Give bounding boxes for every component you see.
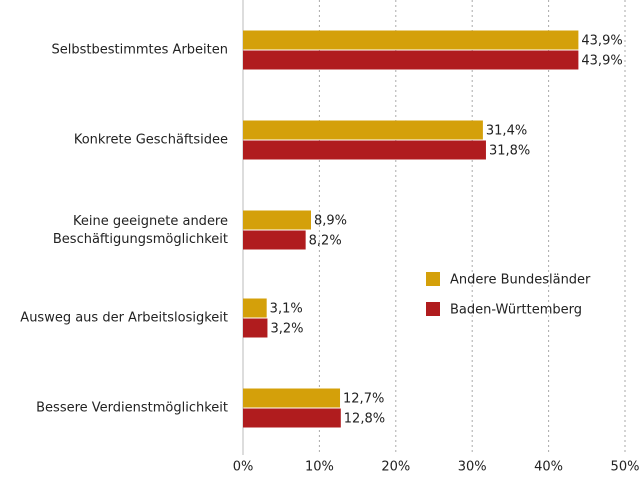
bar — [243, 50, 579, 70]
x-tick-label: 10% — [305, 460, 334, 475]
bar — [243, 140, 486, 160]
value-label: 8,9% — [314, 214, 347, 229]
bar — [243, 388, 341, 408]
value-label: 12,7% — [343, 392, 384, 407]
value-label: 43,9% — [581, 54, 622, 69]
legend-label: Andere Bundesländer — [450, 273, 591, 288]
value-label: 3,1% — [270, 302, 303, 317]
category-label: Konkrete Geschäftsidee — [74, 133, 228, 148]
bar — [243, 230, 306, 250]
bar — [243, 120, 483, 140]
x-tick-label: 0% — [233, 460, 254, 475]
bar — [243, 408, 341, 428]
value-label: 8,2% — [309, 234, 342, 249]
x-tick-label: 40% — [534, 460, 563, 475]
value-label: 43,9% — [581, 34, 622, 49]
x-tick-label: 50% — [611, 460, 640, 475]
legend-swatch — [426, 272, 440, 286]
category-label: Bessere Verdienstmöglichkeit — [36, 401, 228, 416]
value-label: 31,8% — [489, 144, 530, 159]
x-tick-label: 20% — [381, 460, 410, 475]
bar — [243, 298, 267, 318]
category-label: Selbstbestimmtes Arbeiten — [52, 43, 228, 58]
bar — [243, 318, 268, 338]
legend-swatch — [426, 302, 440, 316]
bar — [243, 210, 311, 230]
value-label: 3,2% — [270, 322, 303, 337]
value-label: 31,4% — [486, 124, 527, 139]
bar — [243, 30, 579, 50]
category-label: Keine geeignete andere Beschäftigungsmögl… — [53, 214, 228, 247]
category-label: Ausweg aus der Arbeitslosigkeit — [20, 311, 228, 326]
value-label: 12,8% — [344, 412, 385, 427]
legend-label: Baden-Württemberg — [450, 303, 582, 318]
x-tick-label: 30% — [458, 460, 487, 475]
